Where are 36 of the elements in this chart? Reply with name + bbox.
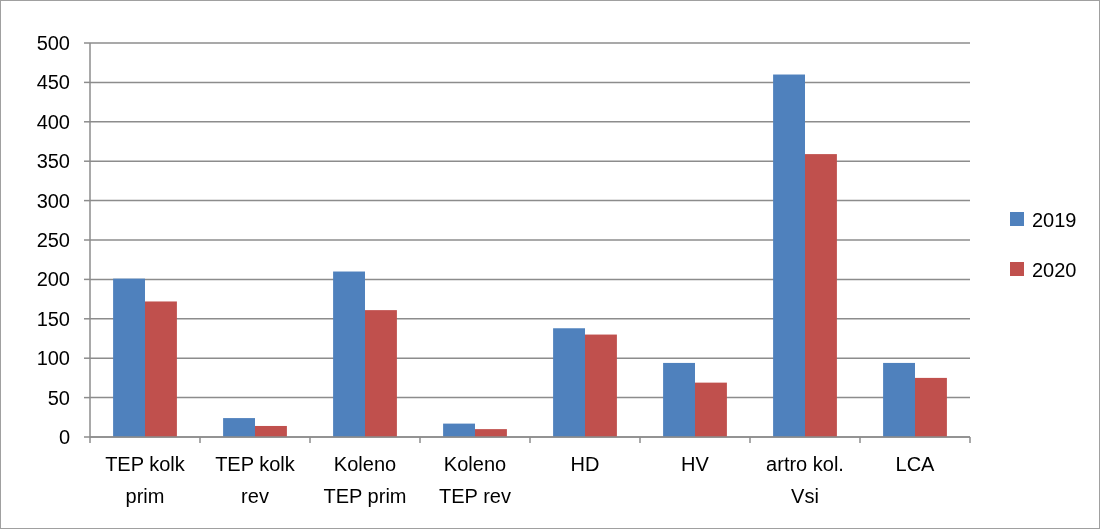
x-tick-label: HV	[681, 453, 710, 475]
y-tick-label: 350	[36, 150, 70, 173]
x-tick-label: artro kol. Vsi	[766, 453, 844, 507]
bar	[333, 271, 365, 437]
y-tick-label: 450	[36, 71, 70, 94]
bar	[113, 278, 145, 437]
y-tick-label: 300	[36, 189, 70, 212]
x-tick-label: Koleno TEP rev	[439, 453, 511, 507]
bar	[145, 301, 177, 437]
bar	[695, 382, 727, 437]
bar	[365, 310, 397, 437]
bar	[255, 425, 287, 437]
y-tick-label: 100	[36, 347, 70, 370]
bar	[223, 418, 255, 437]
y-tick-label: 500	[36, 32, 70, 54]
bar	[805, 154, 837, 437]
x-tick-label: TEP kolk rev	[215, 453, 296, 507]
y-tick-label: 50	[47, 386, 70, 409]
x-tick-label: Koleno TEP prim	[323, 453, 407, 507]
y-tick-label: 0	[58, 426, 70, 448]
bar	[883, 362, 915, 437]
bar	[443, 423, 475, 437]
x-tick-label: HD	[570, 453, 600, 475]
legend-label: 2019	[1032, 209, 1077, 231]
y-tick-label: 200	[36, 268, 70, 291]
y-tick-label: 400	[36, 110, 70, 133]
bar	[663, 362, 695, 437]
legend-label: 2020	[1032, 259, 1077, 281]
bar	[773, 74, 805, 437]
x-tick-label: TEP kolk prim	[105, 453, 186, 507]
y-tick-label: 250	[36, 229, 70, 251]
bar	[915, 377, 947, 437]
bar	[553, 328, 585, 437]
x-tick-label: LCA	[895, 453, 936, 475]
bar	[585, 334, 617, 437]
y-tick-label: 150	[36, 307, 70, 330]
